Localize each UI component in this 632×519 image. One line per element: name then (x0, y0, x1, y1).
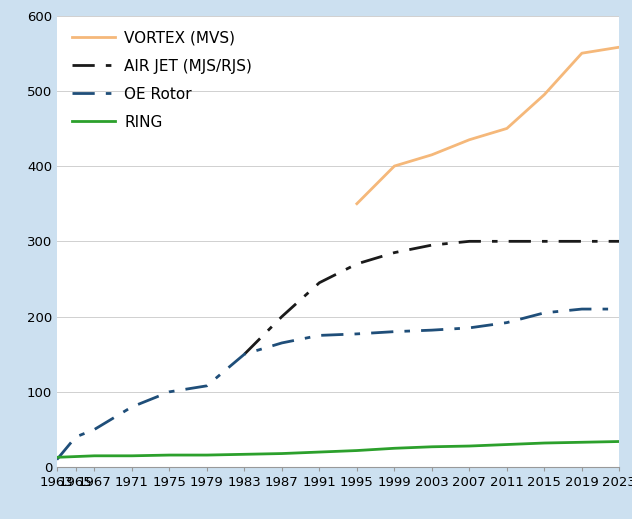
VORTEX (MVS) (428, 152, 435, 158)
Line: RING: RING (57, 442, 619, 457)
RING (72, 454, 80, 460)
RING (353, 447, 361, 454)
AIR JET (MJS/RJS) (278, 313, 286, 320)
OE Rotor (315, 332, 323, 338)
AIR JET (MJS/RJS) (503, 238, 511, 244)
VORTEX (MVS) (353, 200, 361, 207)
OE Rotor (278, 340, 286, 346)
AIR JET (MJS/RJS) (540, 238, 548, 244)
RING (166, 452, 173, 458)
OE Rotor (72, 434, 80, 440)
OE Rotor (616, 306, 623, 312)
AIR JET (MJS/RJS) (315, 280, 323, 286)
VORTEX (MVS) (616, 44, 623, 50)
OE Rotor (203, 383, 210, 389)
RING (203, 452, 210, 458)
AIR JET (MJS/RJS) (578, 238, 586, 244)
VORTEX (MVS) (503, 125, 511, 131)
OE Rotor (166, 389, 173, 395)
AIR JET (MJS/RJS) (466, 238, 473, 244)
RING (391, 445, 398, 452)
RING (53, 454, 61, 460)
OE Rotor (428, 327, 435, 333)
RING (315, 449, 323, 455)
Line: VORTEX (MVS): VORTEX (MVS) (357, 47, 619, 203)
OE Rotor (540, 310, 548, 316)
AIR JET (MJS/RJS) (353, 261, 361, 267)
OE Rotor (391, 329, 398, 335)
OE Rotor (503, 320, 511, 326)
RING (128, 453, 136, 459)
Line: OE Rotor: OE Rotor (57, 309, 619, 460)
AIR JET (MJS/RJS) (241, 351, 248, 357)
RING (428, 444, 435, 450)
OE Rotor (578, 306, 586, 312)
OE Rotor (53, 457, 61, 463)
RING (241, 451, 248, 457)
OE Rotor (90, 427, 98, 433)
AIR JET (MJS/RJS) (616, 238, 623, 244)
RING (540, 440, 548, 446)
OE Rotor (241, 351, 248, 357)
VORTEX (MVS) (540, 91, 548, 98)
RING (578, 439, 586, 445)
Legend: VORTEX (MVS), AIR JET (MJS/RJS), OE Rotor, RING: VORTEX (MVS), AIR JET (MJS/RJS), OE Roto… (64, 23, 260, 138)
RING (503, 441, 511, 447)
AIR JET (MJS/RJS) (428, 242, 435, 248)
VORTEX (MVS) (391, 163, 398, 169)
VORTEX (MVS) (466, 136, 473, 143)
OE Rotor (353, 331, 361, 337)
VORTEX (MVS) (578, 50, 586, 57)
RING (466, 443, 473, 449)
AIR JET (MJS/RJS) (391, 250, 398, 256)
Line: AIR JET (MJS/RJS): AIR JET (MJS/RJS) (245, 241, 619, 354)
RING (90, 453, 98, 459)
RING (278, 450, 286, 457)
OE Rotor (466, 325, 473, 331)
RING (616, 439, 623, 445)
OE Rotor (128, 404, 136, 410)
